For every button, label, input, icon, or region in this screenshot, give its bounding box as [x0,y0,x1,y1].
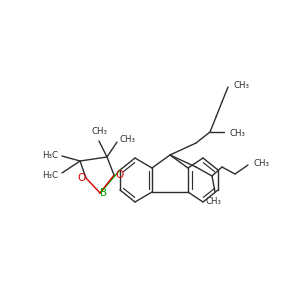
Text: O: O [77,173,85,183]
Text: H₃C: H₃C [42,170,58,179]
Text: CH₃: CH₃ [91,128,107,136]
Text: CH₃: CH₃ [205,197,221,206]
Text: H₃C: H₃C [42,152,58,160]
Text: O: O [115,170,123,180]
Text: CH₃: CH₃ [254,160,270,169]
Text: CH₃: CH₃ [234,80,250,89]
Text: CH₃: CH₃ [230,128,246,137]
Text: B: B [100,188,108,198]
Text: CH₃: CH₃ [119,136,135,145]
